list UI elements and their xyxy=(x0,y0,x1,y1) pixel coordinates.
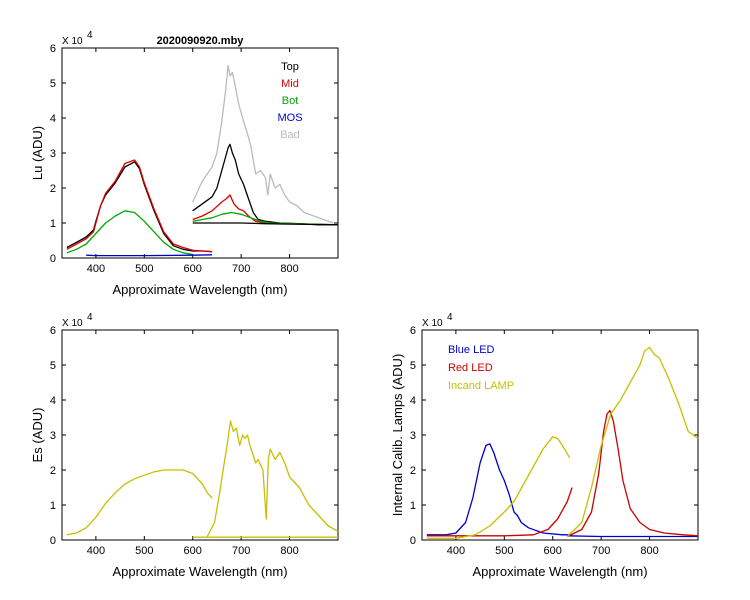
y-tick-label: 2 xyxy=(50,465,56,477)
cal-exponent-label: X 10 xyxy=(422,318,443,329)
x-tick-label: 600 xyxy=(184,545,202,557)
lu-series-group xyxy=(66,64,339,257)
legend-entry: Blue LED xyxy=(448,344,495,356)
series-line-red-led-1 xyxy=(426,487,573,537)
cal-series-group xyxy=(426,346,699,539)
y-tick-label: 4 xyxy=(410,395,416,407)
series-line-blue-led-2 xyxy=(567,535,698,538)
x-tick-label: 800 xyxy=(280,545,298,557)
y-tick-label: 4 xyxy=(50,395,56,407)
legend-entry: Incand LAMP xyxy=(448,380,514,392)
y-tick-label: 5 xyxy=(50,360,56,372)
legend-entry: Top xyxy=(281,61,299,73)
cal-x-axis-label: Approximate Wavelength (nm) xyxy=(472,564,647,579)
y-tick-label: 6 xyxy=(50,43,56,55)
series-line-top-1 xyxy=(66,161,213,253)
y-tick-label: 3 xyxy=(50,430,56,442)
lu-chart-title: 2020090920.mby xyxy=(157,35,245,47)
series-line-bot-1 xyxy=(66,210,193,256)
y-tick-label: 1 xyxy=(50,218,56,230)
y-tick-label: 3 xyxy=(50,148,56,160)
x-tick-label: 700 xyxy=(232,545,250,557)
y-tick-label: 2 xyxy=(50,183,56,195)
es-tick-group: 400 500 600 700 800 0 1 2 3 4 5 6 xyxy=(50,325,338,557)
lu-legend: Top Mid Bot MOS Bad xyxy=(277,61,302,141)
legend-entry: Bad xyxy=(280,129,300,141)
series-line-bad xyxy=(192,64,334,224)
lu-x-axis-label: Approximate Wavelength (nm) xyxy=(112,282,287,297)
es-series-group xyxy=(66,420,339,538)
x-tick-label: 400 xyxy=(447,545,465,557)
es-y-axis-label: Es (ADU) xyxy=(30,408,45,463)
series-line-top-2 xyxy=(192,143,338,226)
cal-y-axis-label: Internal Calib. Lamps (ADU) xyxy=(390,354,405,517)
lu-tick-group: 400 500 600 700 800 0 1 2 3 4 5 6 xyxy=(50,43,338,275)
y-tick-label: 2 xyxy=(410,465,416,477)
x-tick-label: 600 xyxy=(544,545,562,557)
x-tick-label: 800 xyxy=(280,263,298,275)
y-tick-label: 6 xyxy=(50,325,56,337)
y-tick-label: 1 xyxy=(50,500,56,512)
es-plot-frame xyxy=(61,329,339,541)
lu-exponent-label: X 10 xyxy=(62,36,83,47)
series-line-base-2 xyxy=(192,222,339,226)
y-tick-label: 0 xyxy=(410,535,416,547)
es-exponent-label: X 10 xyxy=(62,318,83,329)
x-tick-label: 400 xyxy=(87,263,105,275)
series-line-incand-1 xyxy=(426,436,571,539)
x-tick-label: 600 xyxy=(184,263,202,275)
cal-panel: X 10 4 Approximate Wavelength (nm) Inter… xyxy=(390,312,699,579)
x-tick-label: 800 xyxy=(640,545,658,557)
legend-entry: Bot xyxy=(282,95,299,107)
y-tick-label: 5 xyxy=(50,78,56,90)
cal-legend: Blue LED Red LED Incand LAMP xyxy=(448,344,514,392)
y-tick-label: 5 xyxy=(410,360,416,372)
x-tick-label: 500 xyxy=(135,263,153,275)
es-exponent-power: 4 xyxy=(87,312,93,323)
series-line-mos xyxy=(86,254,213,257)
series-line-red-led-2 xyxy=(567,409,699,538)
legend-entry: Red LED xyxy=(448,362,493,374)
series-line-blue-led-1 xyxy=(426,443,573,536)
series-line-es-1 xyxy=(66,469,213,536)
y-tick-label: 0 xyxy=(50,253,56,265)
series-line-incand-2 xyxy=(566,346,699,537)
lu-panel: 2020090920.mby X 10 4 Approximate Wavele… xyxy=(30,30,339,297)
x-tick-label: 500 xyxy=(495,545,513,557)
y-tick-label: 6 xyxy=(410,325,416,337)
es-x-axis-label: Approximate Wavelength (nm) xyxy=(112,564,287,579)
x-tick-label: 400 xyxy=(87,545,105,557)
legend-entry: Mid xyxy=(281,78,299,90)
legend-entry: MOS xyxy=(277,112,302,124)
y-tick-label: 3 xyxy=(410,430,416,442)
y-tick-label: 4 xyxy=(50,113,56,125)
x-tick-label: 500 xyxy=(135,545,153,557)
series-line-mid-2 xyxy=(192,194,339,226)
lu-y-axis-label: Lu (ADU) xyxy=(30,126,45,180)
y-tick-label: 1 xyxy=(410,500,416,512)
series-line-es-2 xyxy=(206,420,339,537)
x-tick-label: 700 xyxy=(232,263,250,275)
cal-tick-group: 400 500 600 700 800 0 1 2 3 4 5 6 xyxy=(410,325,698,557)
series-line-mid-1 xyxy=(66,159,213,253)
lu-exponent-power: 4 xyxy=(87,30,93,41)
cal-exponent-power: 4 xyxy=(447,312,453,323)
y-tick-label: 0 xyxy=(50,535,56,547)
series-line-bot-2 xyxy=(192,211,339,226)
es-panel: X 10 4 Approximate Wavelength (nm) Es (A… xyxy=(30,312,339,579)
x-tick-label: 700 xyxy=(592,545,610,557)
